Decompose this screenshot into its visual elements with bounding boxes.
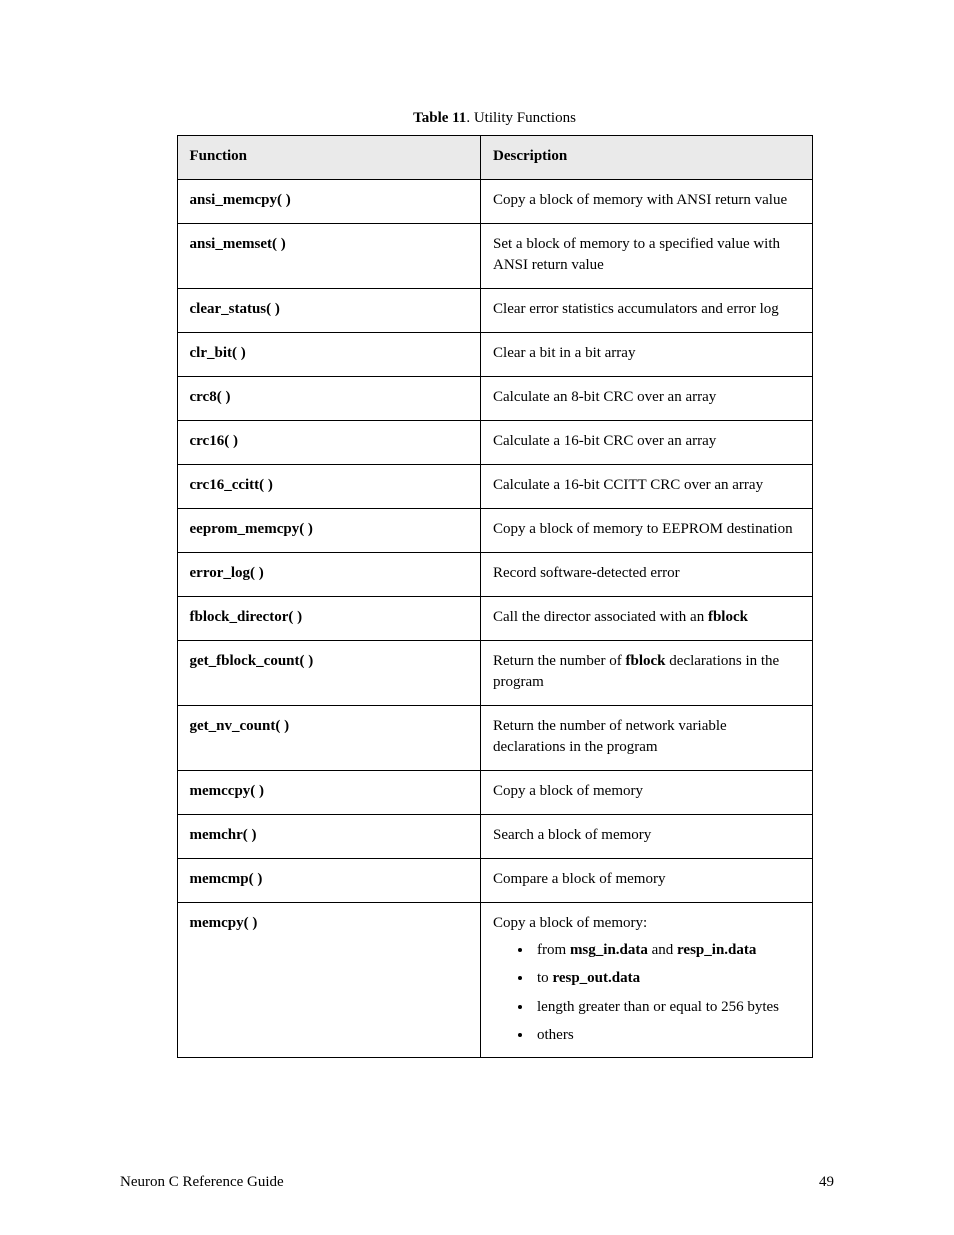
table-row: clear_status( )Clear error statistics ac…	[177, 289, 812, 333]
memcpy-bullet-list: from msg_in.data and resp_in.datato resp…	[493, 940, 799, 1045]
page-footer: Neuron C Reference Guide 49	[120, 1174, 834, 1191]
memcpy-intro: Copy a block of memory:	[493, 913, 799, 934]
table-row: clr_bit( )Clear a bit in a bit array	[177, 333, 812, 377]
table-row: error_log( )Record software-detected err…	[177, 553, 812, 597]
table-row: eeprom_memcpy( )Copy a block of memory t…	[177, 509, 812, 553]
table-row: crc16( )Calculate a 16-bit CRC over an a…	[177, 421, 812, 465]
cell-description: Compare a block of memory	[481, 859, 812, 903]
cell-function: error_log( )	[177, 553, 481, 597]
header-description: Description	[481, 136, 812, 180]
cell-function: memccpy( )	[177, 771, 481, 815]
cell-description: Copy a block of memory	[481, 771, 812, 815]
cell-function: memcmp( )	[177, 859, 481, 903]
cell-function: clear_status( )	[177, 289, 481, 333]
footer-title: Neuron C Reference Guide	[120, 1174, 284, 1191]
table-caption: Table 11. Utility Functions	[155, 110, 834, 127]
cell-description: Calculate a 16-bit CCITT CRC over an arr…	[481, 465, 812, 509]
header-function: Function	[177, 136, 481, 180]
cell-function: crc16( )	[177, 421, 481, 465]
footer-page-number: 49	[819, 1174, 834, 1191]
cell-description: Copy a block of memory: from msg_in.data …	[481, 903, 812, 1058]
table-body: ansi_memcpy( )Copy a block of memory wit…	[177, 180, 812, 1058]
list-item: to resp_out.data	[533, 968, 799, 988]
caption-text: Utility Functions	[474, 110, 576, 126]
cell-function: ansi_memcpy( )	[177, 180, 481, 224]
page-content: Table 11. Utility Functions Function Des…	[0, 0, 954, 1118]
table-row: memccpy( )Copy a block of memory	[177, 771, 812, 815]
cell-function: memcpy( )	[177, 903, 481, 1058]
cell-function: clr_bit( )	[177, 333, 481, 377]
cell-function: ansi_memset( )	[177, 224, 481, 289]
table-row: ansi_memset( )Set a block of memory to a…	[177, 224, 812, 289]
table-row: crc8( )Calculate an 8-bit CRC over an ar…	[177, 377, 812, 421]
cell-description: Calculate an 8-bit CRC over an array	[481, 377, 812, 421]
table-header-row: Function Description	[177, 136, 812, 180]
cell-function: eeprom_memcpy( )	[177, 509, 481, 553]
cell-function: memchr( )	[177, 815, 481, 859]
cell-description: Calculate a 16-bit CRC over an array	[481, 421, 812, 465]
table-row: memcmp( )Compare a block of memory	[177, 859, 812, 903]
table-row: memchr( )Search a block of memory	[177, 815, 812, 859]
cell-function: fblock_director( )	[177, 597, 481, 641]
table-row: ansi_memcpy( )Copy a block of memory wit…	[177, 180, 812, 224]
cell-description: Return the number of fblock declarations…	[481, 641, 812, 706]
table-row: get_fblock_count( )Return the number of …	[177, 641, 812, 706]
caption-sep: .	[466, 110, 474, 126]
cell-description: Search a block of memory	[481, 815, 812, 859]
list-item: others	[533, 1025, 799, 1045]
list-item: from msg_in.data and resp_in.data	[533, 940, 799, 960]
caption-label: Table 11	[413, 110, 466, 126]
list-item: length greater than or equal to 256 byte…	[533, 997, 799, 1017]
cell-description: Set a block of memory to a specified val…	[481, 224, 812, 289]
table-row: get_nv_count( )Return the number of netw…	[177, 706, 812, 771]
cell-function: get_fblock_count( )	[177, 641, 481, 706]
cell-function: crc8( )	[177, 377, 481, 421]
cell-function: crc16_ccitt( )	[177, 465, 481, 509]
table-row: crc16_ccitt( )Calculate a 16-bit CCITT C…	[177, 465, 812, 509]
table-row: fblock_director( )Call the director asso…	[177, 597, 812, 641]
cell-description: Copy a block of memory to EEPROM destina…	[481, 509, 812, 553]
cell-description: Record software-detected error	[481, 553, 812, 597]
cell-function: get_nv_count( )	[177, 706, 481, 771]
cell-description: Clear error statistics accumulators and …	[481, 289, 812, 333]
cell-description: Return the number of network variable de…	[481, 706, 812, 771]
table-row: memcpy( ) Copy a block of memory: from msg…	[177, 903, 812, 1058]
cell-description: Call the director associated with an fbl…	[481, 597, 812, 641]
cell-description: Clear a bit in a bit array	[481, 333, 812, 377]
utility-functions-table: Function Description ansi_memcpy( )Copy …	[177, 135, 813, 1058]
cell-description: Copy a block of memory with ANSI return …	[481, 180, 812, 224]
